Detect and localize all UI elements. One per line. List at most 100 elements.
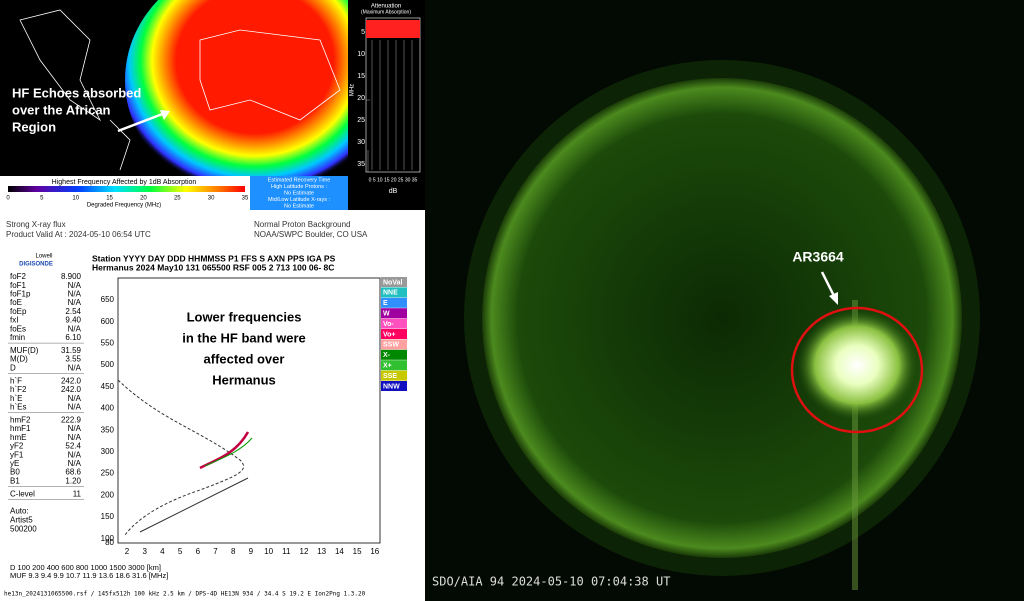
- param-name: B0: [10, 468, 20, 477]
- x-tick-label: 12: [300, 547, 309, 556]
- ionogram-header: Station YYYY DAY DDD HHMMSS P1 FFS S AXN…: [92, 253, 336, 263]
- y-tick-label: 100: [101, 534, 115, 543]
- legend-label: NoVal: [383, 279, 403, 286]
- x-tick-label: 4: [160, 547, 165, 556]
- legend-label: X-: [383, 352, 391, 359]
- param-name: fxI: [10, 316, 18, 325]
- region-arrow-head: [829, 292, 838, 305]
- param-name: h`F2: [10, 385, 27, 394]
- region-arrow: [820, 271, 836, 297]
- profile-dashed: [117, 379, 245, 536]
- legend-swatch: [381, 370, 407, 381]
- param-value: N/A: [68, 290, 82, 299]
- x-tick-label: 9: [249, 547, 254, 556]
- attenuation-ytick: 20: [357, 95, 365, 102]
- y-tick-label: 400: [101, 404, 115, 413]
- param-name: D: [10, 363, 16, 372]
- legend-swatch: [381, 381, 407, 391]
- param-value: N/A: [68, 433, 82, 442]
- param-name: yF2: [10, 442, 24, 451]
- param-value: N/A: [68, 363, 82, 372]
- arrow-head: [160, 110, 170, 120]
- y-tick-label: 500: [101, 360, 115, 369]
- x-tick-label: 11: [282, 547, 291, 556]
- x-tick-label: 10: [264, 547, 273, 556]
- colorbar-tick: 25: [174, 196, 181, 202]
- legend-swatch: [381, 349, 407, 360]
- y-tick-label: 550: [101, 339, 115, 348]
- x-tick-label: 5: [178, 547, 183, 556]
- absorption-region: [125, 0, 385, 200]
- colorbar-tick: 5: [40, 196, 44, 202]
- ionogram-annotation: in the HF band were: [182, 330, 306, 345]
- y-tick-label: 350: [101, 425, 115, 434]
- auto-line: 500200: [10, 524, 37, 533]
- attenuation-bars: [366, 20, 420, 38]
- param-value: N/A: [68, 459, 82, 468]
- legend-swatch: [381, 287, 407, 298]
- param-name: hmF2: [10, 416, 31, 425]
- attenuation-ytick: 5: [361, 29, 365, 36]
- colorbar: [8, 186, 245, 192]
- legend-label: E: [383, 300, 388, 307]
- x-trace: [204, 437, 253, 467]
- legend-label: SSW: [383, 342, 399, 349]
- param-value: 9.40: [65, 316, 81, 325]
- param-name: foF1p: [10, 290, 31, 299]
- param-name: yF1: [10, 450, 24, 459]
- param-value: 8.900: [61, 272, 82, 281]
- x-tick-label: 2: [125, 547, 130, 556]
- status-left: Strong X-ray flux: [6, 220, 66, 229]
- recovery-line: No Estimate: [284, 190, 314, 196]
- param-name: h`F: [10, 376, 22, 385]
- legend-swatch: [381, 297, 407, 308]
- param-value: 3.55: [65, 355, 81, 364]
- muf-row: MUF 9.3 9.4 9.9 10.7 11.9 13.6 18.6 31.6…: [10, 571, 168, 580]
- param-name: h`Es: [10, 403, 26, 412]
- param-name: MUF(D): [10, 346, 39, 355]
- param-value: 1.20: [65, 476, 81, 485]
- x-tick-label: 8: [231, 547, 236, 556]
- recovery-line: Estimated Recovery Time: [268, 177, 331, 183]
- param-value: 11: [73, 489, 82, 498]
- param-value: 68.6: [65, 468, 81, 477]
- ionogram-footer: he13n_2024131065500.rsf / 145fx512h 100 …: [4, 591, 366, 598]
- legend-label: X+: [383, 363, 392, 370]
- solar-disk: [482, 78, 962, 558]
- status-left: Product Valid At : 2024-05-10 06:54 UTC: [6, 230, 151, 239]
- param-name: foEs: [10, 324, 26, 333]
- legend-label: SSE: [383, 373, 397, 380]
- colorbar-tick: 0: [6, 196, 10, 202]
- colorbar-label: Degraded Frequency (MHz): [87, 203, 161, 209]
- attenuation-ylabel: MHz: [350, 84, 356, 96]
- param-name: yE: [10, 459, 19, 468]
- y-tick-label: 650: [101, 295, 115, 304]
- param-value: N/A: [68, 281, 82, 290]
- logo-text: Lowell: [35, 254, 52, 260]
- ionogram-annotation: affected over: [204, 351, 285, 366]
- sun-caption: SDO/AIA 94 2024-05-10 07:04:38 UT: [432, 575, 670, 589]
- param-value: 222.9: [61, 416, 82, 425]
- recovery-line: Mid/Low Latitude X-rays :: [268, 197, 331, 203]
- attenuation-xticks: 0 5 10 15 20 25 30 35: [369, 177, 418, 183]
- legend-swatch: [381, 329, 407, 339]
- param-value: N/A: [68, 450, 82, 459]
- legend-swatch: [381, 318, 407, 329]
- colorbar-tick: 30: [208, 196, 215, 202]
- y-tick-label: 450: [101, 382, 115, 391]
- param-name: hmF1: [10, 424, 31, 433]
- legend-swatch: [381, 308, 407, 319]
- param-name: B1: [10, 476, 20, 485]
- attenuation-ytick: 35: [357, 161, 365, 168]
- param-name: foE: [10, 298, 22, 307]
- f2-trace: [199, 431, 250, 470]
- param-name: hmE: [10, 433, 26, 442]
- attenuation-ytick: 30: [357, 139, 365, 146]
- param-name: C-level: [10, 489, 35, 498]
- region-label: AR3664: [792, 249, 844, 265]
- x-tick-label: 16: [370, 547, 379, 556]
- legend-label: NNW: [383, 383, 400, 390]
- param-name: h`E: [10, 394, 22, 403]
- param-value: N/A: [68, 424, 82, 433]
- param-value: 242.0: [61, 385, 82, 394]
